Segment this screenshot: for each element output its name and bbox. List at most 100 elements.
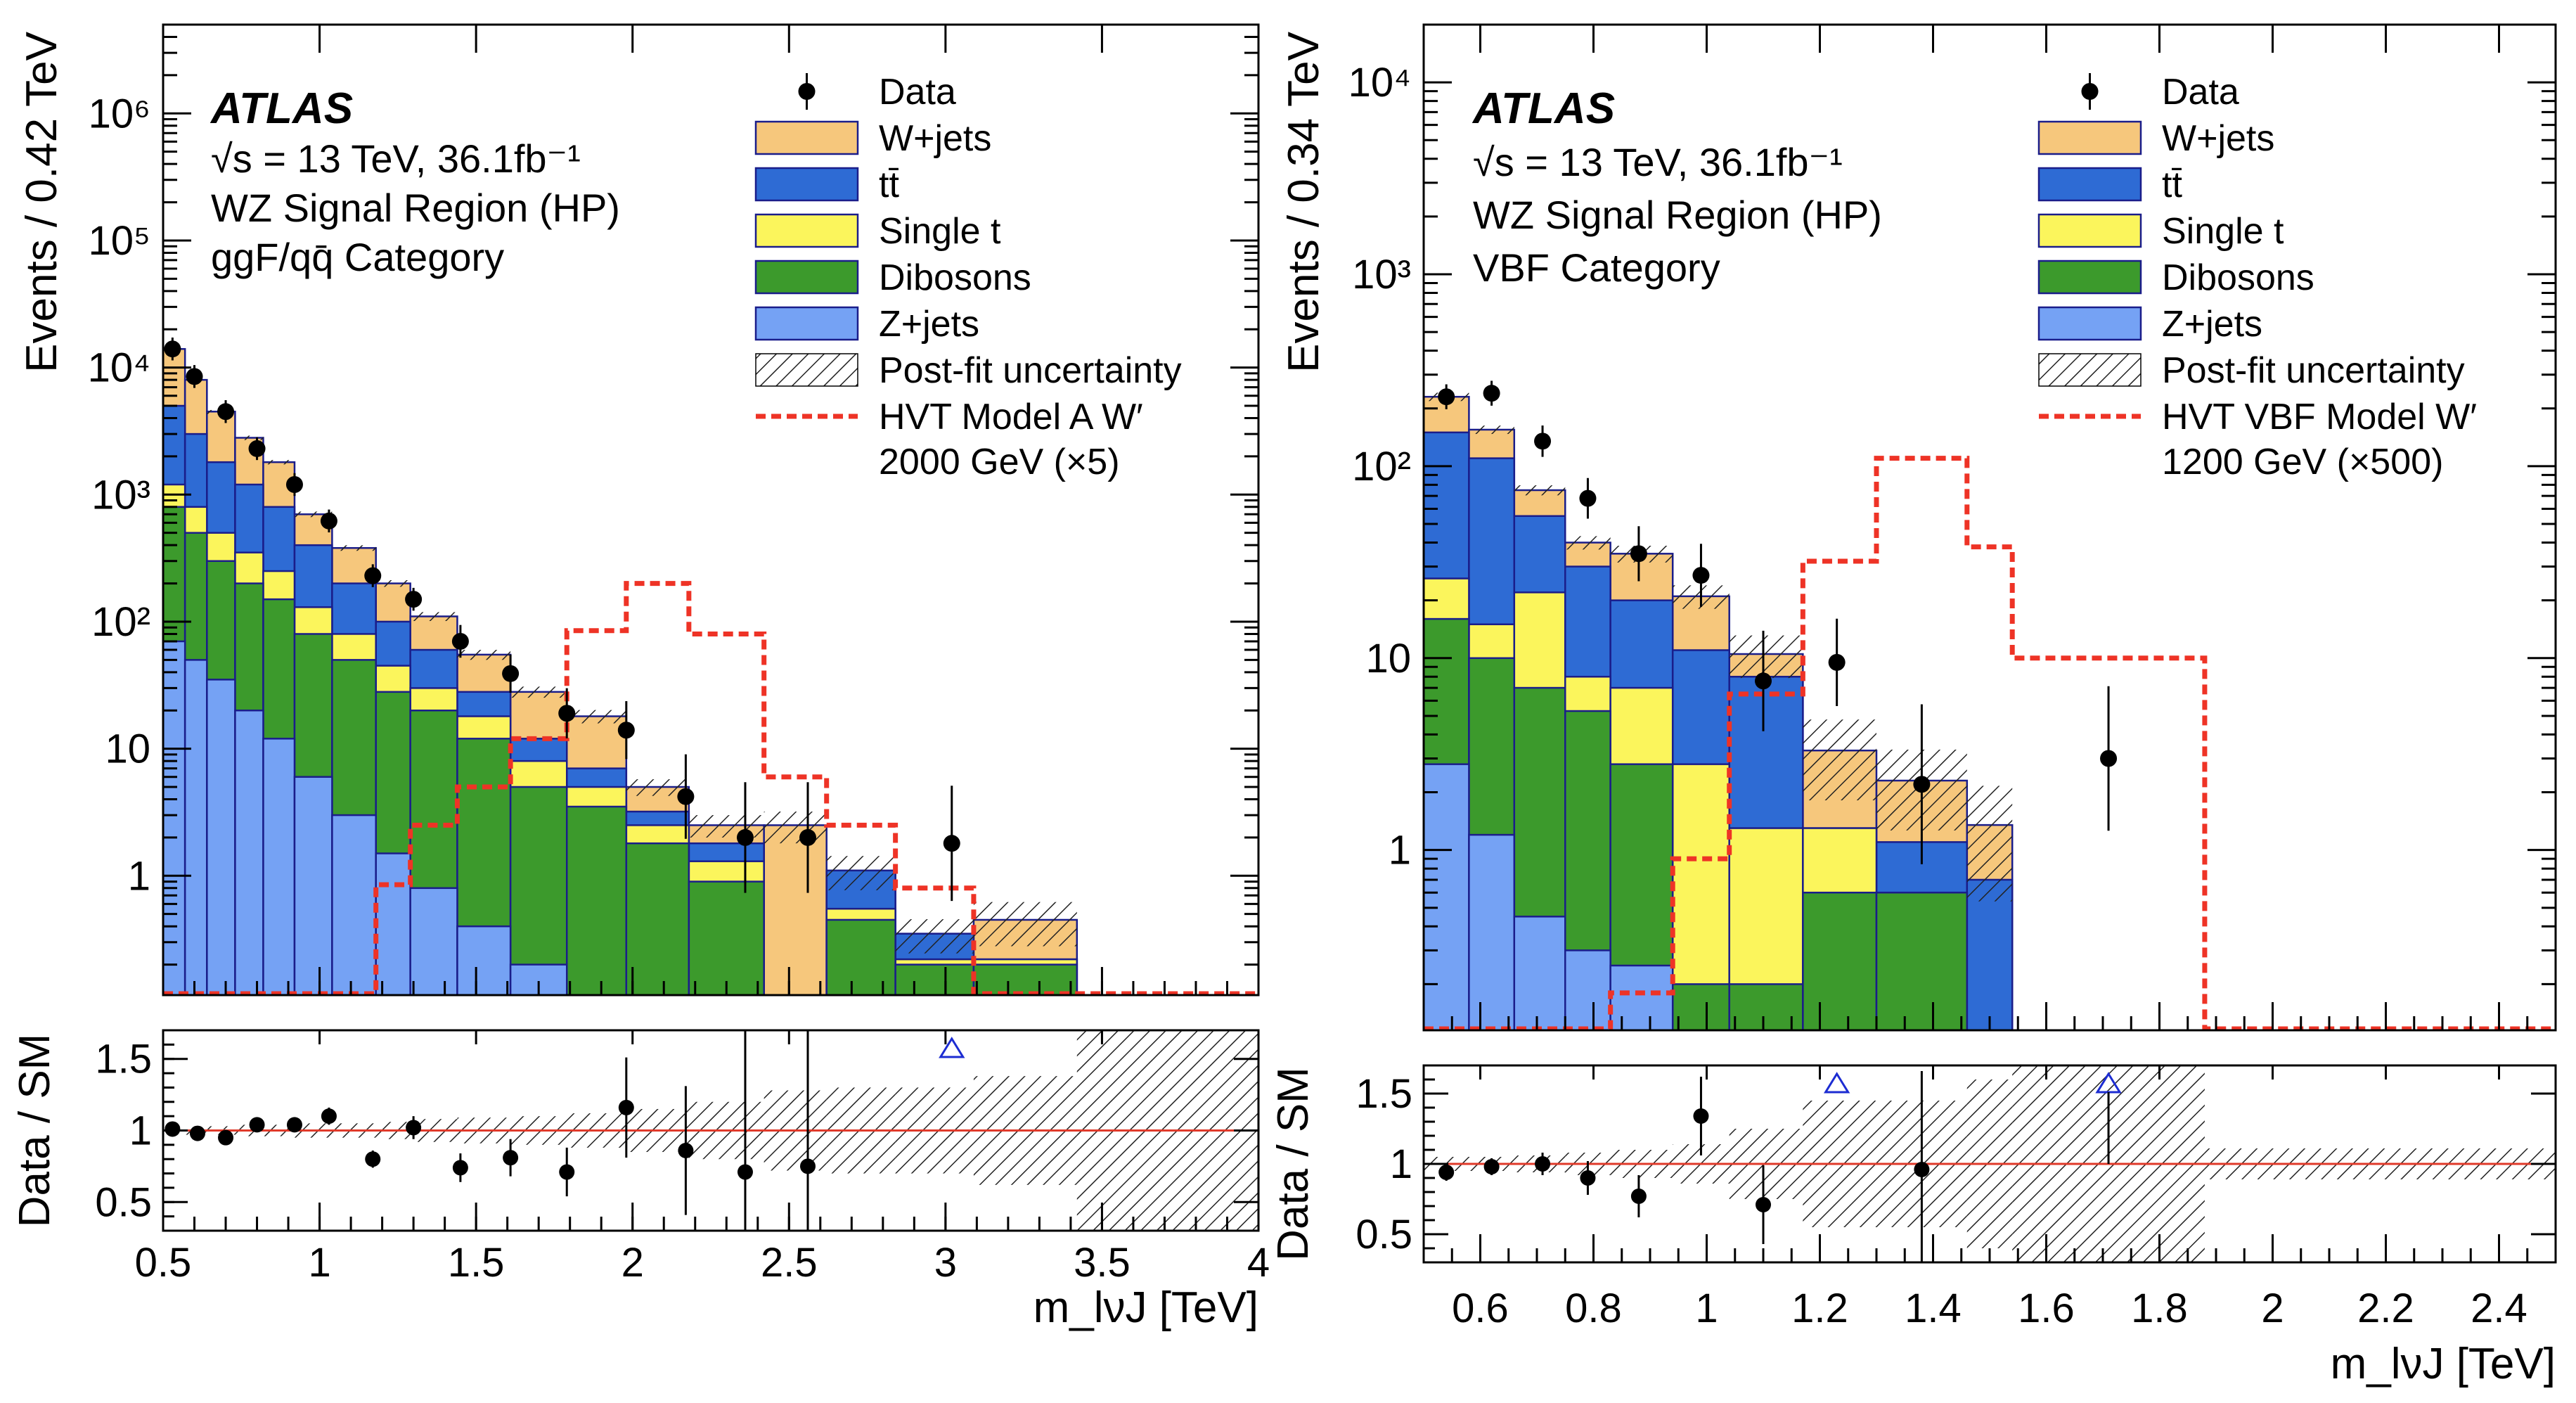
data-point: [2100, 750, 2118, 767]
ratio-y-tick-label: 0.5: [1355, 1212, 1412, 1257]
data-point: [799, 828, 816, 846]
ratio-point: [799, 1158, 816, 1174]
x-tick-label: 1.5: [448, 1240, 505, 1286]
data-point: [1755, 672, 1772, 690]
zjets-bar: [1513, 916, 1566, 1030]
data-point: [186, 368, 203, 385]
y-axis: 1 10 10² 10³ 10⁴: [1348, 23, 2556, 985]
data-point: [1630, 545, 1647, 563]
legend-singlet-label: Single t: [879, 211, 1001, 252]
ratio-point: [1535, 1156, 1551, 1172]
ttbar-bar: [1966, 878, 2014, 1030]
x-tick-label: 3.5: [1074, 1240, 1131, 1286]
y-tick-label: 10: [1365, 636, 1411, 681]
x-axis: 0.5 1 1.5 2 2.5 3 3.5 4: [135, 25, 1270, 1286]
y-tick-label: 10⁴: [88, 345, 150, 391]
uncertainty-band: [510, 686, 567, 698]
uncertainty-band: [1966, 786, 2013, 902]
legend-unc-swatch: [755, 353, 858, 387]
dibosons-bar: [1802, 891, 1878, 1030]
signal-line: [1424, 456, 2556, 1030]
info-line: ggF/qq̄ Category: [211, 235, 504, 279]
ratio-point: [678, 1143, 694, 1158]
ratio-point: [218, 1129, 234, 1146]
ratio-point: [1693, 1108, 1709, 1124]
legend-signal-label: 1200 GeV (×500): [2162, 442, 2443, 482]
ratio-y-axis-label: Data / SM: [11, 1034, 59, 1228]
legend-unc-label: Post-fit uncertainty: [2162, 350, 2465, 391]
ratio-y-axis-label: Data / SM: [1269, 1067, 1318, 1261]
uncertainty-band: [1803, 719, 1876, 801]
zjets-bar: [293, 776, 333, 995]
x-tick-label: 2.2: [2357, 1286, 2414, 1331]
zjets-bar: [331, 814, 377, 995]
data-point: [217, 403, 235, 421]
legend-singlet-label: Single t: [2162, 211, 2284, 252]
atlas-label: ATLAS: [210, 84, 353, 133]
x-tick-label: 1.2: [1791, 1286, 1848, 1331]
dibosons-bar: [1671, 983, 1730, 1030]
y-tick-label: 1: [1389, 828, 1411, 873]
uncertainty-band: [626, 779, 689, 796]
y-axis-label: Events / 0.42 TeV: [18, 31, 66, 372]
zjets-bar: [1468, 833, 1516, 1030]
legend-singlet-swatch: [2037, 213, 2142, 248]
wjets-bar: [763, 824, 827, 995]
legend-dibosons-swatch: [754, 260, 859, 295]
legend-ttbar-swatch: [2037, 167, 2142, 202]
ratio-point: [559, 1164, 575, 1180]
y-tick-label: 1: [128, 853, 150, 899]
legend-wjets-label: W+jets: [2162, 118, 2274, 159]
ratio-point: [189, 1125, 205, 1141]
legend-data-label: Data: [2162, 72, 2239, 113]
ratio-y-tick-label: 1.5: [95, 1037, 152, 1082]
dibosons-bar: [565, 805, 628, 995]
y-tick-label: 10: [105, 726, 150, 772]
legend-data-label: Data: [879, 72, 956, 113]
legend-ttbar-label: tt̄: [2162, 165, 2182, 205]
dibosons-bar: [1875, 891, 1969, 1030]
x-tick-label: 3: [934, 1240, 957, 1286]
ratio-point: [365, 1151, 381, 1167]
zjets-bar: [375, 852, 411, 995]
zjets-bar: [262, 738, 296, 995]
uncertainty-band: [895, 919, 974, 954]
x-tick-label: 0.6: [1452, 1286, 1509, 1331]
x-tick-label: 2: [2261, 1286, 2284, 1331]
legend-zjets-swatch: [2037, 306, 2142, 341]
x-axis-label: m_lνJ [TeV]: [2331, 1340, 2556, 1388]
x-tick-label: 1.6: [2018, 1286, 2075, 1331]
ratio-y-tick-label: 1: [1390, 1141, 1412, 1187]
dibosons-bar: [625, 842, 690, 995]
uncertainty-band: [375, 580, 411, 587]
uncertainty-band: [294, 511, 333, 518]
legend: Data W+jets tt̄ Single t Dibosons Z+jets Post-…: [2037, 72, 2477, 482]
zjets-bar: [206, 679, 236, 995]
legend-zjets-label: Z+jets: [2162, 304, 2262, 345]
data-point: [1913, 776, 1931, 793]
ratio-point: [1756, 1197, 1771, 1212]
ratio-content: [163, 1030, 1258, 1231]
ratio-y-tick-label: 1.5: [1355, 1071, 1412, 1117]
ratio-point: [1914, 1162, 1930, 1177]
ratio-offscale-arrow: [1823, 1072, 1850, 1094]
data-point: [451, 632, 469, 650]
uncertainty-band: [235, 435, 264, 440]
x-axis: 0.6 0.8 1 1.2 1.4 1.6 1.8 2 2.2 2.4: [1422, 25, 2557, 1331]
y-tick-label: 10⁴: [1348, 60, 1411, 105]
data-point: [364, 567, 382, 584]
data-point: [943, 835, 960, 852]
legend-wjets-swatch: [754, 120, 859, 155]
info-line: WZ Signal Region (HP): [211, 186, 620, 230]
data-point: [1534, 433, 1552, 450]
uncertainty-band: [1565, 536, 1611, 550]
zjets-bar: [1609, 964, 1674, 1030]
data-point: [1483, 385, 1500, 402]
uncertainty-band: [764, 812, 827, 844]
legend-signal-label: 2000 GeV (×5): [879, 442, 1120, 482]
data-point: [1579, 489, 1597, 507]
zjets-bar: [456, 925, 512, 995]
y-axis-label: Events / 0.34 TeV: [1280, 31, 1328, 372]
ratio-point: [618, 1099, 634, 1115]
